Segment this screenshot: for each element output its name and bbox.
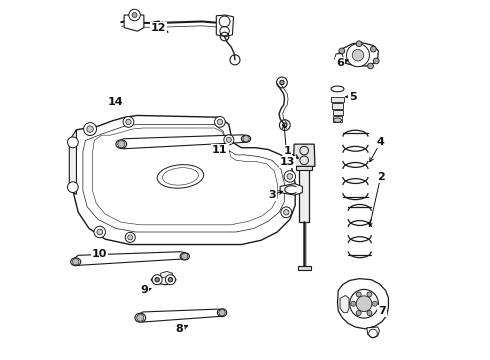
Circle shape	[372, 301, 377, 306]
Circle shape	[126, 119, 131, 125]
Circle shape	[123, 117, 134, 127]
Circle shape	[137, 314, 144, 321]
Polygon shape	[280, 184, 302, 195]
Circle shape	[97, 229, 102, 235]
Polygon shape	[294, 144, 315, 166]
Polygon shape	[338, 43, 378, 66]
Circle shape	[340, 59, 346, 64]
Circle shape	[356, 296, 372, 312]
Circle shape	[84, 123, 97, 135]
Circle shape	[284, 171, 295, 182]
Bar	[332, 103, 343, 109]
Circle shape	[367, 311, 372, 316]
Circle shape	[68, 137, 78, 148]
Circle shape	[280, 80, 284, 85]
Polygon shape	[299, 168, 309, 222]
Polygon shape	[367, 327, 379, 338]
Text: 14: 14	[107, 97, 123, 107]
Circle shape	[132, 13, 137, 18]
Circle shape	[219, 310, 225, 316]
Ellipse shape	[242, 135, 251, 142]
Circle shape	[346, 44, 369, 67]
Text: 4: 4	[377, 138, 385, 147]
Text: 6: 6	[336, 58, 344, 68]
Circle shape	[94, 226, 105, 238]
Text: 8: 8	[176, 324, 184, 334]
Circle shape	[224, 135, 234, 145]
Circle shape	[243, 135, 249, 142]
Text: 5: 5	[349, 92, 356, 102]
Circle shape	[368, 63, 373, 69]
Circle shape	[351, 301, 356, 306]
Circle shape	[68, 182, 78, 193]
Bar	[331, 97, 343, 102]
Ellipse shape	[71, 258, 81, 266]
Polygon shape	[340, 296, 349, 313]
Circle shape	[370, 46, 376, 52]
Circle shape	[226, 137, 231, 142]
Ellipse shape	[331, 86, 344, 92]
Text: 1: 1	[283, 146, 291, 156]
Polygon shape	[296, 164, 312, 170]
Circle shape	[73, 258, 79, 265]
Text: 10: 10	[92, 248, 107, 258]
Text: 7: 7	[378, 306, 386, 316]
Polygon shape	[161, 271, 172, 278]
Circle shape	[281, 207, 292, 218]
Circle shape	[168, 278, 172, 282]
Ellipse shape	[180, 253, 190, 260]
Circle shape	[356, 292, 361, 297]
Circle shape	[352, 49, 364, 61]
Circle shape	[129, 9, 140, 21]
Polygon shape	[72, 252, 187, 265]
Polygon shape	[216, 15, 234, 37]
Circle shape	[339, 48, 344, 54]
Polygon shape	[335, 54, 343, 63]
Ellipse shape	[334, 118, 342, 122]
Polygon shape	[151, 275, 176, 285]
Polygon shape	[338, 279, 389, 329]
Ellipse shape	[116, 140, 126, 148]
Text: 13: 13	[280, 157, 295, 167]
Text: 12: 12	[150, 23, 166, 33]
Circle shape	[128, 235, 133, 240]
Circle shape	[155, 278, 159, 282]
Circle shape	[284, 210, 289, 215]
Circle shape	[166, 275, 175, 285]
Ellipse shape	[135, 313, 146, 322]
Circle shape	[152, 275, 162, 285]
Polygon shape	[73, 116, 295, 244]
Bar	[333, 110, 343, 115]
Polygon shape	[69, 130, 76, 194]
Bar	[333, 116, 342, 122]
Circle shape	[356, 41, 362, 46]
Circle shape	[356, 311, 361, 316]
Polygon shape	[118, 135, 248, 149]
Text: 9: 9	[141, 285, 148, 296]
Circle shape	[283, 123, 287, 127]
Circle shape	[350, 289, 378, 318]
Circle shape	[287, 174, 293, 179]
Polygon shape	[298, 266, 311, 270]
Circle shape	[87, 126, 93, 132]
Circle shape	[181, 253, 188, 260]
Circle shape	[118, 140, 125, 148]
Polygon shape	[136, 309, 224, 322]
Polygon shape	[124, 15, 144, 31]
Circle shape	[215, 117, 225, 127]
Circle shape	[367, 292, 372, 297]
Circle shape	[125, 232, 135, 242]
Ellipse shape	[218, 309, 227, 317]
Circle shape	[373, 58, 379, 64]
Text: 3: 3	[268, 190, 276, 200]
Text: 2: 2	[377, 172, 385, 182]
Text: 11: 11	[212, 144, 228, 154]
Circle shape	[217, 119, 222, 125]
